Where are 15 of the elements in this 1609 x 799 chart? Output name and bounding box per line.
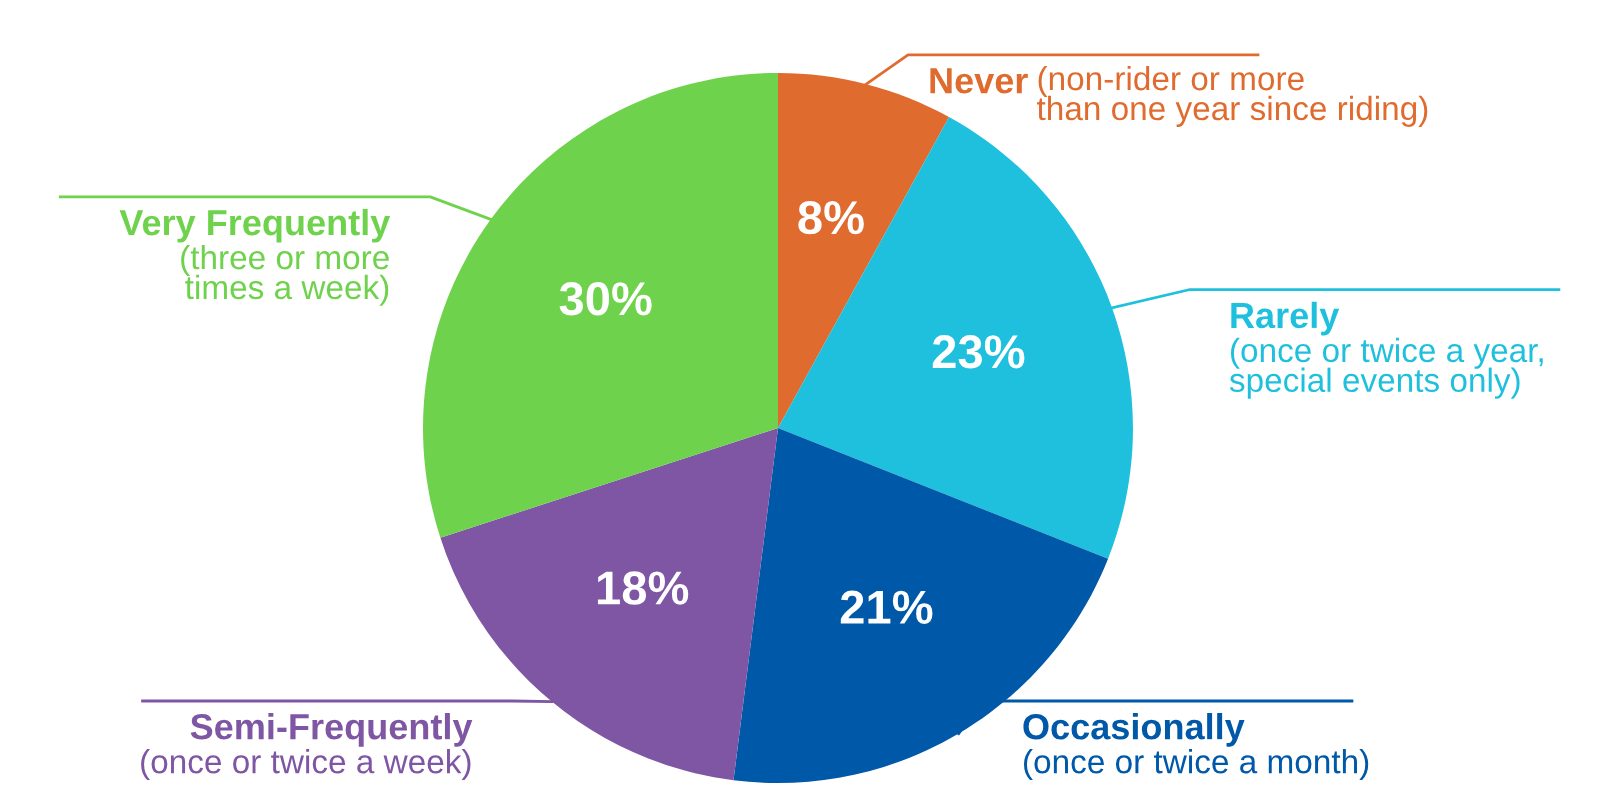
data-label: 21% [840, 590, 933, 624]
text: (once or twice a month) [1024, 749, 1369, 781]
text: (once or twice a year, special events only) [1229, 337, 1543, 399]
slice-label: Semi-Frequently [190, 713, 473, 747]
slice-label: Rarely [1231, 301, 1340, 336]
data-label: 18% [597, 571, 689, 605]
data-label: 23% [932, 335, 1025, 369]
slice-label: Very Frequently [119, 208, 391, 243]
slice-label: Occasionally [1023, 713, 1245, 747]
text: (non-rider or more than one year since riding) [1037, 65, 1428, 127]
text: (once or twice a week) [141, 749, 471, 781]
slice-label: Never [930, 68, 1028, 94]
data-label: 8% [798, 200, 864, 235]
data-label: 30% [559, 282, 652, 316]
text: (three or more times a week) [181, 244, 389, 306]
